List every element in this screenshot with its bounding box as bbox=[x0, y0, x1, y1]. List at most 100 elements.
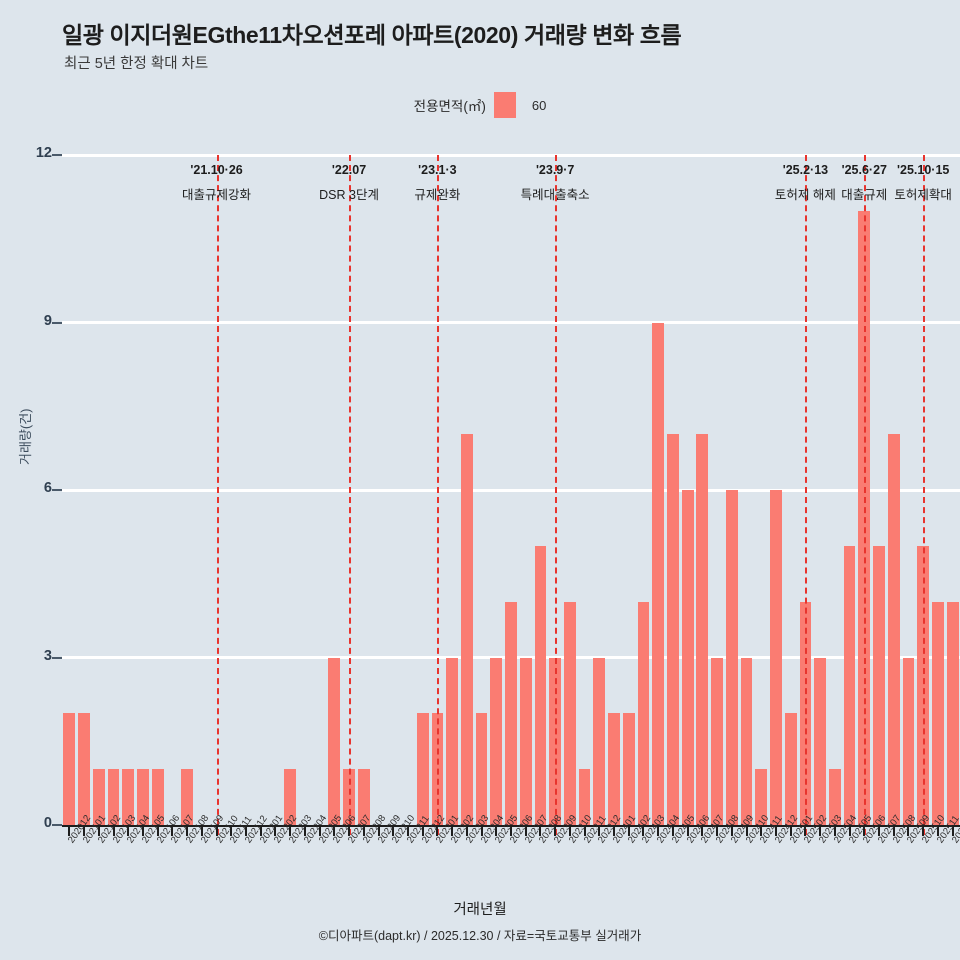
bar-202411[interactable] bbox=[755, 769, 768, 825]
x-tick-202102 bbox=[97, 827, 100, 836]
bar-202102[interactable] bbox=[92, 769, 105, 825]
bar-202502[interactable] bbox=[799, 601, 812, 825]
bar-202410[interactable] bbox=[740, 657, 753, 825]
bar-202412[interactable] bbox=[770, 490, 782, 825]
x-tick-202301 bbox=[436, 827, 439, 836]
bar-202508[interactable] bbox=[887, 434, 900, 825]
x-tick-202310 bbox=[568, 827, 571, 836]
bar-202104[interactable] bbox=[122, 769, 135, 825]
x-tick-202205 bbox=[318, 827, 321, 836]
y-tick-label-6: 6 bbox=[43, 480, 52, 496]
x-tick-202107 bbox=[171, 827, 174, 836]
bar-202207[interactable] bbox=[343, 769, 355, 825]
bar-202103[interactable] bbox=[107, 769, 120, 825]
x-tick-202108 bbox=[186, 827, 189, 836]
bar-202212[interactable] bbox=[416, 713, 429, 825]
annotation-line-202301 bbox=[437, 155, 440, 835]
page-title: 일광 이지더원EGthe11차오션포레 아파트(2020) 거래량 변화 흐름 bbox=[62, 22, 682, 48]
x-tick-202303 bbox=[465, 827, 468, 836]
bar-202512[interactable] bbox=[946, 601, 959, 825]
bar-202012[interactable] bbox=[63, 713, 76, 825]
x-tick-202104 bbox=[127, 827, 130, 836]
annotation-line-202110 bbox=[216, 155, 219, 835]
x-tick-202304 bbox=[480, 827, 483, 836]
bar-202505[interactable] bbox=[843, 545, 856, 825]
annotation-date-202510: '25.10·15 bbox=[897, 163, 950, 177]
x-tick-202506 bbox=[863, 827, 866, 836]
bar-202203[interactable] bbox=[284, 769, 297, 825]
x-tick-202404 bbox=[657, 827, 660, 836]
x-tick-202509 bbox=[907, 827, 910, 836]
y-tick-label-12: 12 bbox=[35, 145, 52, 161]
annotation-line-202502 bbox=[805, 155, 808, 835]
bar-202407[interactable] bbox=[696, 434, 709, 825]
x-tick-202210 bbox=[392, 827, 395, 836]
x-tick-202403 bbox=[642, 827, 645, 836]
x-tick-202504 bbox=[833, 827, 836, 836]
bar-202503[interactable] bbox=[814, 657, 827, 825]
legend-swatch-60 bbox=[493, 92, 516, 118]
bar-202106[interactable] bbox=[151, 769, 164, 825]
bar-202402[interactable] bbox=[622, 713, 635, 825]
annotation-text-202502: 토허제 해제 bbox=[774, 188, 836, 202]
bar-202108[interactable] bbox=[181, 769, 193, 825]
bar-202507[interactable] bbox=[873, 545, 885, 825]
bar-202404[interactable] bbox=[652, 322, 665, 825]
bar-202105[interactable] bbox=[137, 769, 149, 825]
x-tick-202306 bbox=[510, 827, 512, 836]
x-tick-202111 bbox=[230, 827, 233, 836]
bar-202309[interactable] bbox=[549, 657, 562, 825]
gridline-12 bbox=[62, 153, 960, 157]
bar-202409[interactable] bbox=[725, 490, 738, 825]
x-tick-202309 bbox=[554, 827, 557, 836]
legend-label-60: 60 bbox=[531, 97, 547, 113]
gridline-6 bbox=[62, 488, 960, 492]
bar-202306[interactable] bbox=[505, 601, 517, 825]
x-tick-202409 bbox=[730, 827, 733, 836]
bar-202302[interactable] bbox=[446, 657, 458, 825]
bar-202405[interactable] bbox=[667, 434, 679, 825]
y-tick-label-9: 9 bbox=[43, 312, 52, 329]
annotation-date-202506: '25.6·27 bbox=[841, 163, 887, 177]
bar-202308[interactable] bbox=[534, 545, 547, 825]
y-tick-label-3: 3 bbox=[43, 647, 52, 664]
x-tick-202502 bbox=[804, 827, 807, 836]
x-tick-202209 bbox=[377, 827, 380, 836]
bar-202305[interactable] bbox=[490, 657, 503, 825]
bar-202406[interactable] bbox=[681, 490, 694, 825]
bar-202301[interactable] bbox=[431, 713, 444, 825]
x-tick-202204 bbox=[303, 827, 306, 836]
x-tick-202507 bbox=[878, 827, 881, 836]
bar-202504[interactable] bbox=[828, 769, 841, 825]
x-tick-202405 bbox=[671, 827, 674, 836]
bar-202408[interactable] bbox=[711, 657, 723, 825]
bar-202206[interactable] bbox=[328, 657, 341, 825]
x-tick-202402 bbox=[627, 827, 630, 836]
bar-202511[interactable] bbox=[932, 601, 944, 825]
x-axis-line bbox=[62, 825, 960, 827]
x-tick-202302 bbox=[451, 827, 454, 836]
annotation-text-202207: DSR 3단계 bbox=[319, 188, 379, 202]
annotation-line-202510 bbox=[923, 155, 926, 835]
x-tick-202411 bbox=[760, 827, 763, 836]
x-tick-202401 bbox=[613, 827, 616, 836]
x-tick-202508 bbox=[892, 827, 895, 836]
x-tick-202505 bbox=[848, 827, 851, 836]
bar-202510[interactable] bbox=[917, 545, 930, 825]
bar-202310[interactable] bbox=[563, 601, 576, 825]
footer-credit: ©디아파트(dapt.kr) / 2025.12.30 / 자료=국토교통부 실… bbox=[318, 929, 642, 943]
bar-202509[interactable] bbox=[902, 657, 915, 825]
bar-202304[interactable] bbox=[475, 713, 488, 825]
bar-202307[interactable] bbox=[519, 657, 532, 825]
bar-202303[interactable] bbox=[460, 434, 473, 825]
annotation-date-202110: '21.10·26 bbox=[190, 163, 243, 177]
bar-202312[interactable] bbox=[593, 657, 606, 825]
y-axis-title: 거래량(건) bbox=[18, 408, 33, 466]
x-tick-202112 bbox=[245, 827, 248, 836]
bar-202208[interactable] bbox=[357, 769, 370, 825]
bar-202501[interactable] bbox=[784, 713, 797, 825]
bar-202311[interactable] bbox=[578, 769, 591, 825]
bar-202403[interactable] bbox=[637, 601, 650, 825]
bar-202401[interactable] bbox=[608, 713, 620, 825]
bar-202101[interactable] bbox=[78, 713, 90, 825]
